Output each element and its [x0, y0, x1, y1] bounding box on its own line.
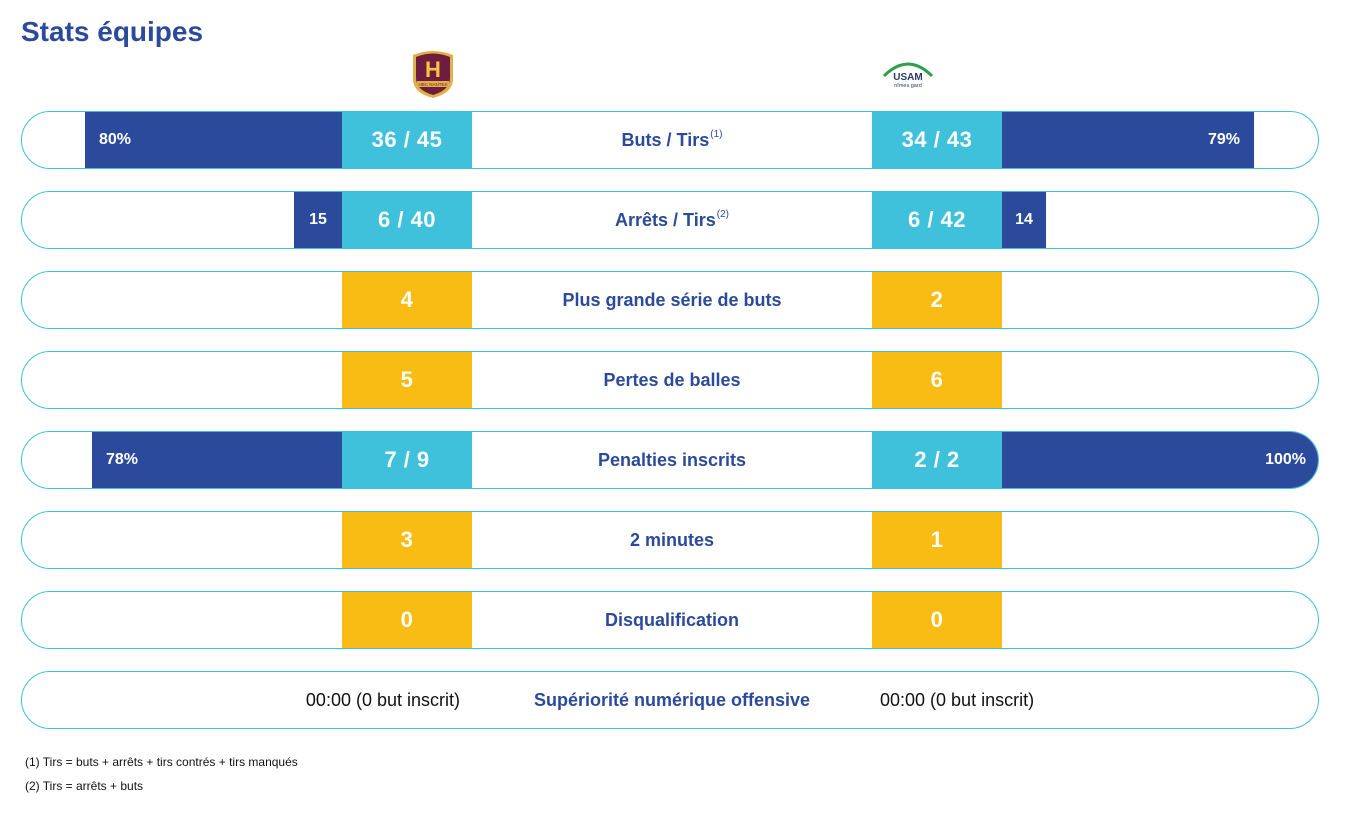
home-goals-pct-bar: 80%: [85, 112, 342, 168]
home-penalties-pct-bar: 78%: [92, 432, 342, 488]
away-goals-pct: 79%: [1207, 131, 1240, 148]
footnote-1: (1) Tirs = buts + arrêts + tirs contrés …: [25, 755, 298, 769]
stat-label-goals-shots: Buts / Tirs (1): [621, 128, 723, 150]
home-goals-shots: 36 / 45: [342, 112, 472, 168]
stat-row-two-minutes: 3 2 minutes 1: [21, 511, 1319, 569]
home-penalties: 7 / 9: [342, 432, 472, 488]
away-penalties-pct: 100%: [1265, 451, 1306, 468]
stat-row-disqualification: 0 Disqualification 0: [21, 591, 1319, 649]
stat-row-goals-shots: 80% 36 / 45 Buts / Tirs (1) 34 / 43 79%: [21, 111, 1319, 169]
away-saves-pct-bar: 14: [1002, 192, 1046, 248]
page-title: Stats équipes: [21, 16, 204, 47]
footnote-ref-1: (1): [710, 128, 723, 140]
home-disqualification: 0: [342, 592, 472, 648]
stat-label-penalties: Penalties inscrits: [597, 449, 747, 470]
stat-label-disqualification: Disqualification: [604, 609, 739, 630]
away-penalties: 2 / 2: [872, 432, 1002, 488]
home-longest-streak: 4: [342, 272, 472, 328]
svg-text:HBC NANTES: HBC NANTES: [418, 82, 447, 87]
away-two-minutes: 1: [872, 512, 1002, 568]
away-goals-shots: 34 / 43: [872, 112, 1002, 168]
stat-row-turnovers: 5 Pertes de balles 6: [21, 351, 1319, 409]
footnote-ref-2: (2): [716, 208, 729, 220]
away-saves-shots: 6 / 42: [872, 192, 1002, 248]
svg-text:H: H: [425, 57, 441, 82]
footnote-2: (2) Tirs = arrêts + buts: [25, 779, 144, 793]
home-two-minutes: 3: [342, 512, 472, 568]
stat-row-penalties: 78% 7 / 9 Penalties inscrits 2 / 2 100%: [21, 431, 1319, 489]
stat-label-turnovers: Pertes de balles: [603, 369, 741, 390]
hbc-nantes-logo: H HBC NANTES: [413, 51, 453, 98]
away-saves-pct: 14: [1015, 211, 1033, 228]
away-power-play: 00:00 (0 but inscrit): [880, 689, 1035, 710]
away-longest-streak: 2: [872, 272, 1002, 328]
stat-label-power-play: Supériorité numérique offensive: [533, 689, 811, 710]
away-disqualification: 0: [872, 592, 1002, 648]
usam-nimes-logo: USAM nîmes gard: [882, 62, 934, 89]
stat-label-two-minutes: 2 minutes: [629, 529, 715, 550]
away-penalties-pct-bar: 100%: [1002, 432, 1318, 488]
home-power-play: 00:00 (0 but inscrit): [305, 689, 460, 710]
away-turnovers: 6: [872, 352, 1002, 408]
away-goals-pct-bar: 79%: [1002, 112, 1254, 168]
home-goals-pct: 80%: [99, 131, 132, 148]
stat-row-power-play: 00:00 (0 but inscrit) Supériorité numéri…: [21, 671, 1319, 729]
home-saves-pct-bar: 15: [294, 192, 342, 248]
home-saves-pct: 15: [309, 211, 327, 228]
stat-row-longest-streak: 4 Plus grande série de buts 2: [21, 271, 1319, 329]
home-turnovers: 5: [342, 352, 472, 408]
svg-text:nîmes gard: nîmes gard: [894, 83, 922, 89]
home-saves-shots: 6 / 40: [342, 192, 472, 248]
home-penalties-pct: 78%: [106, 451, 139, 468]
stat-label-saves-shots: Arrêts / Tirs (2): [615, 208, 729, 230]
svg-text:USAM: USAM: [893, 72, 922, 83]
stat-row-saves-shots: 15 6 / 40 Arrêts / Tirs (2) 6 / 42 14: [21, 191, 1319, 249]
stat-label-longest-streak: Plus grande série de buts: [562, 289, 782, 310]
